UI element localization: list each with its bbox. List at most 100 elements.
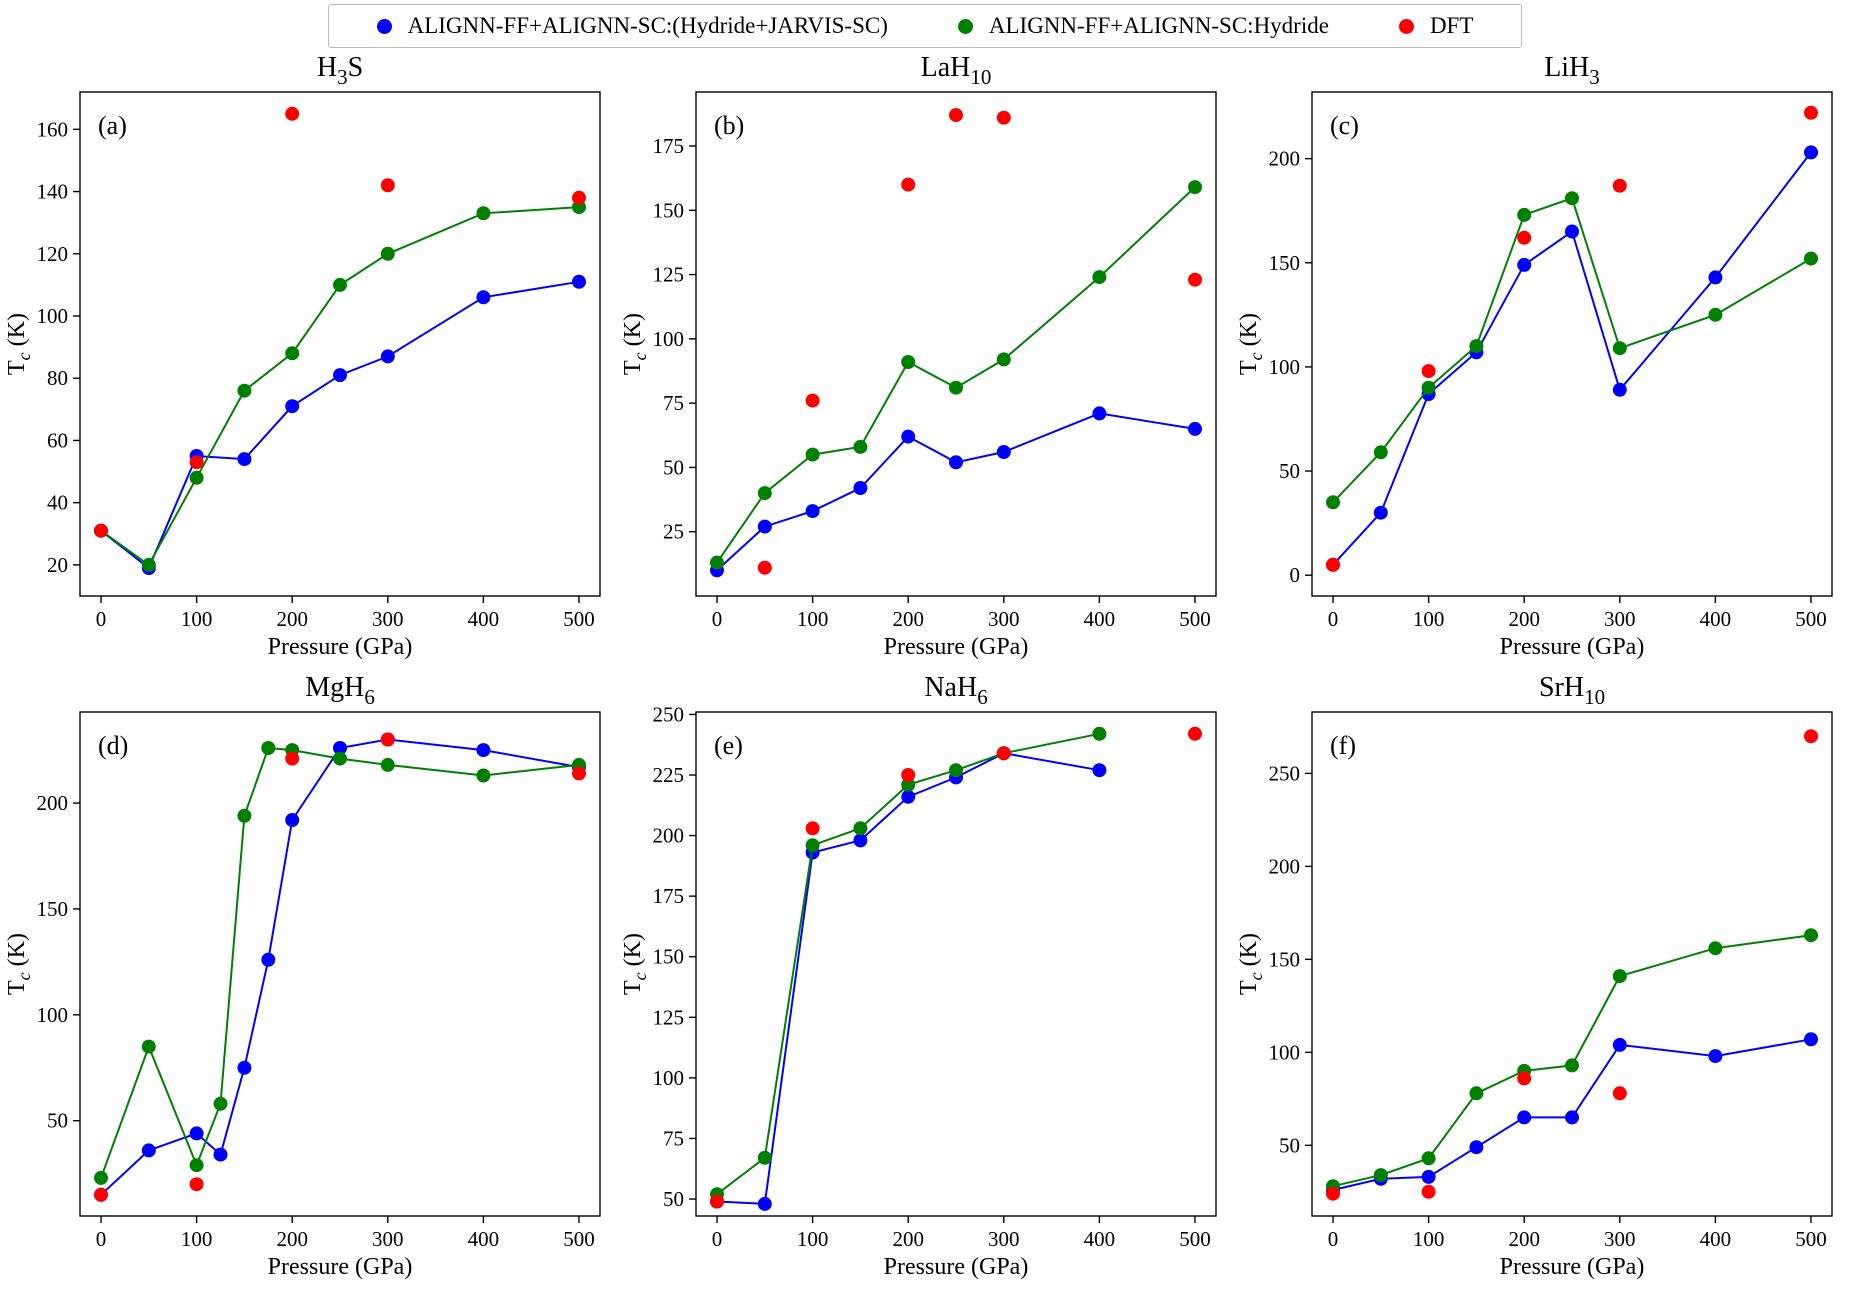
data-point <box>1326 557 1340 572</box>
data-point <box>1612 178 1627 193</box>
plot-svg: 0 100 200 300 400 500 0 50 100 150 200 LiH3 (c) Press… <box>1236 52 1833 660</box>
y-tick-label: 250 <box>1269 761 1301 785</box>
x-tick-label: 100 <box>1413 1227 1445 1251</box>
x-tick-label: 100 <box>181 1227 213 1251</box>
plot-svg: 0 100 200 300 400 500 50 75 100 125 150 175 200 225 25… <box>620 672 1217 1280</box>
data-point <box>1565 191 1579 206</box>
data-point <box>949 455 963 470</box>
data-point <box>1612 1086 1627 1101</box>
panel-letter: (d) <box>98 731 128 760</box>
data-point <box>853 821 868 836</box>
data-point <box>1612 382 1627 397</box>
data-point <box>757 519 772 534</box>
y-tick-label: 160 <box>37 117 69 141</box>
x-tick-label: 500 <box>1179 1227 1211 1251</box>
data-point <box>285 813 300 827</box>
data-point <box>285 399 300 414</box>
data-point <box>996 110 1011 125</box>
data-point <box>1708 1049 1723 1064</box>
y-tick-label: 175 <box>653 134 685 158</box>
data-point <box>285 346 300 361</box>
data-point <box>853 833 868 848</box>
chart-panel-d-mgh6: 0 100 200 300 400 500 50 100 150 200 MgH6 (d) Pressu… <box>0 668 616 1288</box>
data-point <box>1373 1168 1388 1183</box>
data-point <box>1804 729 1818 744</box>
panel-letter: (c) <box>1330 111 1359 140</box>
x-tick-label: 400 <box>1700 607 1732 631</box>
data-point <box>1517 1071 1532 1086</box>
data-point <box>1804 1032 1818 1047</box>
x-tick-label: 500 <box>563 1227 595 1251</box>
x-tick-label: 300 <box>988 1227 1020 1251</box>
data-point <box>141 1039 156 1054</box>
data-point <box>1421 380 1436 395</box>
x-axis-label: Pressure (GPa) <box>1500 634 1645 660</box>
legend-item-alignn-jarvis: ALIGNN-FF+ALIGNN-SC:(Hydride+JARVIS-SC) <box>376 13 888 39</box>
chart-title: NaH6 <box>924 672 987 709</box>
data-point <box>1565 1058 1579 1073</box>
data-point <box>996 746 1011 761</box>
data-point <box>141 557 156 572</box>
data-point <box>757 1196 772 1211</box>
data-point <box>261 741 276 755</box>
y-tick-label: 125 <box>653 1005 685 1029</box>
data-point <box>1612 341 1627 356</box>
panel-letter: (a) <box>98 111 127 140</box>
data-point <box>901 768 916 782</box>
data-point <box>1517 257 1532 272</box>
legend-label: ALIGNN-FF+ALIGNN-SC:Hydride <box>988 13 1329 38</box>
data-point <box>1804 251 1818 266</box>
data-point <box>380 246 395 261</box>
x-tick-label: 200 <box>276 1227 308 1251</box>
x-tick-label: 300 <box>372 1227 404 1251</box>
x-tick-label: 400 <box>1700 1227 1732 1251</box>
plot-border <box>79 91 601 597</box>
x-tick-label: 300 <box>988 607 1020 631</box>
data-point <box>476 743 491 758</box>
x-tick-label: 500 <box>1795 1227 1827 1251</box>
x-tick-label: 400 <box>468 607 500 631</box>
x-tick-label: 0 <box>96 1227 107 1251</box>
data-point <box>1188 272 1202 287</box>
legend-item-alignn-hydride: ALIGNN-FF+ALIGNN-SC:Hydride <box>957 13 1329 39</box>
y-tick-label: 100 <box>1269 355 1301 379</box>
y-tick-label: 50 <box>1279 1133 1300 1157</box>
data-point <box>1421 1169 1436 1184</box>
y-tick-label: 80 <box>47 366 68 390</box>
data-point <box>237 383 252 398</box>
y-axis-label: Tc (K) <box>1236 933 1266 995</box>
y-tick-label: 50 <box>1279 459 1300 483</box>
y-tick-label: 200 <box>653 824 685 848</box>
x-tick-label: 200 <box>1508 607 1540 631</box>
data-point <box>1421 1151 1436 1166</box>
data-point <box>1188 726 1202 741</box>
data-point <box>757 486 772 501</box>
data-point <box>189 1126 204 1141</box>
y-tick-label: 0 <box>1290 563 1301 587</box>
data-point <box>1188 421 1202 436</box>
y-tick-label: 125 <box>653 263 685 287</box>
plot-border <box>79 711 601 1217</box>
data-point <box>805 393 820 408</box>
data-point <box>996 445 1011 459</box>
panel-letter: (f) <box>1330 731 1356 760</box>
data-point <box>1517 207 1532 222</box>
x-tick-label: 100 <box>797 607 829 631</box>
data-point <box>1092 406 1107 421</box>
y-tick-label: 100 <box>37 1003 69 1027</box>
panel-letter: (b) <box>714 111 744 140</box>
data-point <box>1804 145 1818 160</box>
data-point <box>476 768 491 783</box>
x-tick-label: 500 <box>1795 607 1827 631</box>
data-point <box>1421 1184 1436 1199</box>
data-point <box>710 1194 724 1209</box>
data-point <box>333 751 347 766</box>
x-tick-label: 200 <box>1508 1227 1540 1251</box>
data-point <box>1517 1110 1532 1125</box>
chart-panel-c-lih3: 0 100 200 300 400 500 0 50 100 150 200 LiH3 (c) Press… <box>1232 48 1848 668</box>
y-axis-label: Tc (K) <box>620 933 650 995</box>
y-tick-label: 120 <box>37 242 69 266</box>
data-point <box>901 789 916 804</box>
chart-title: H3S <box>317 52 363 89</box>
data-point <box>853 481 868 495</box>
